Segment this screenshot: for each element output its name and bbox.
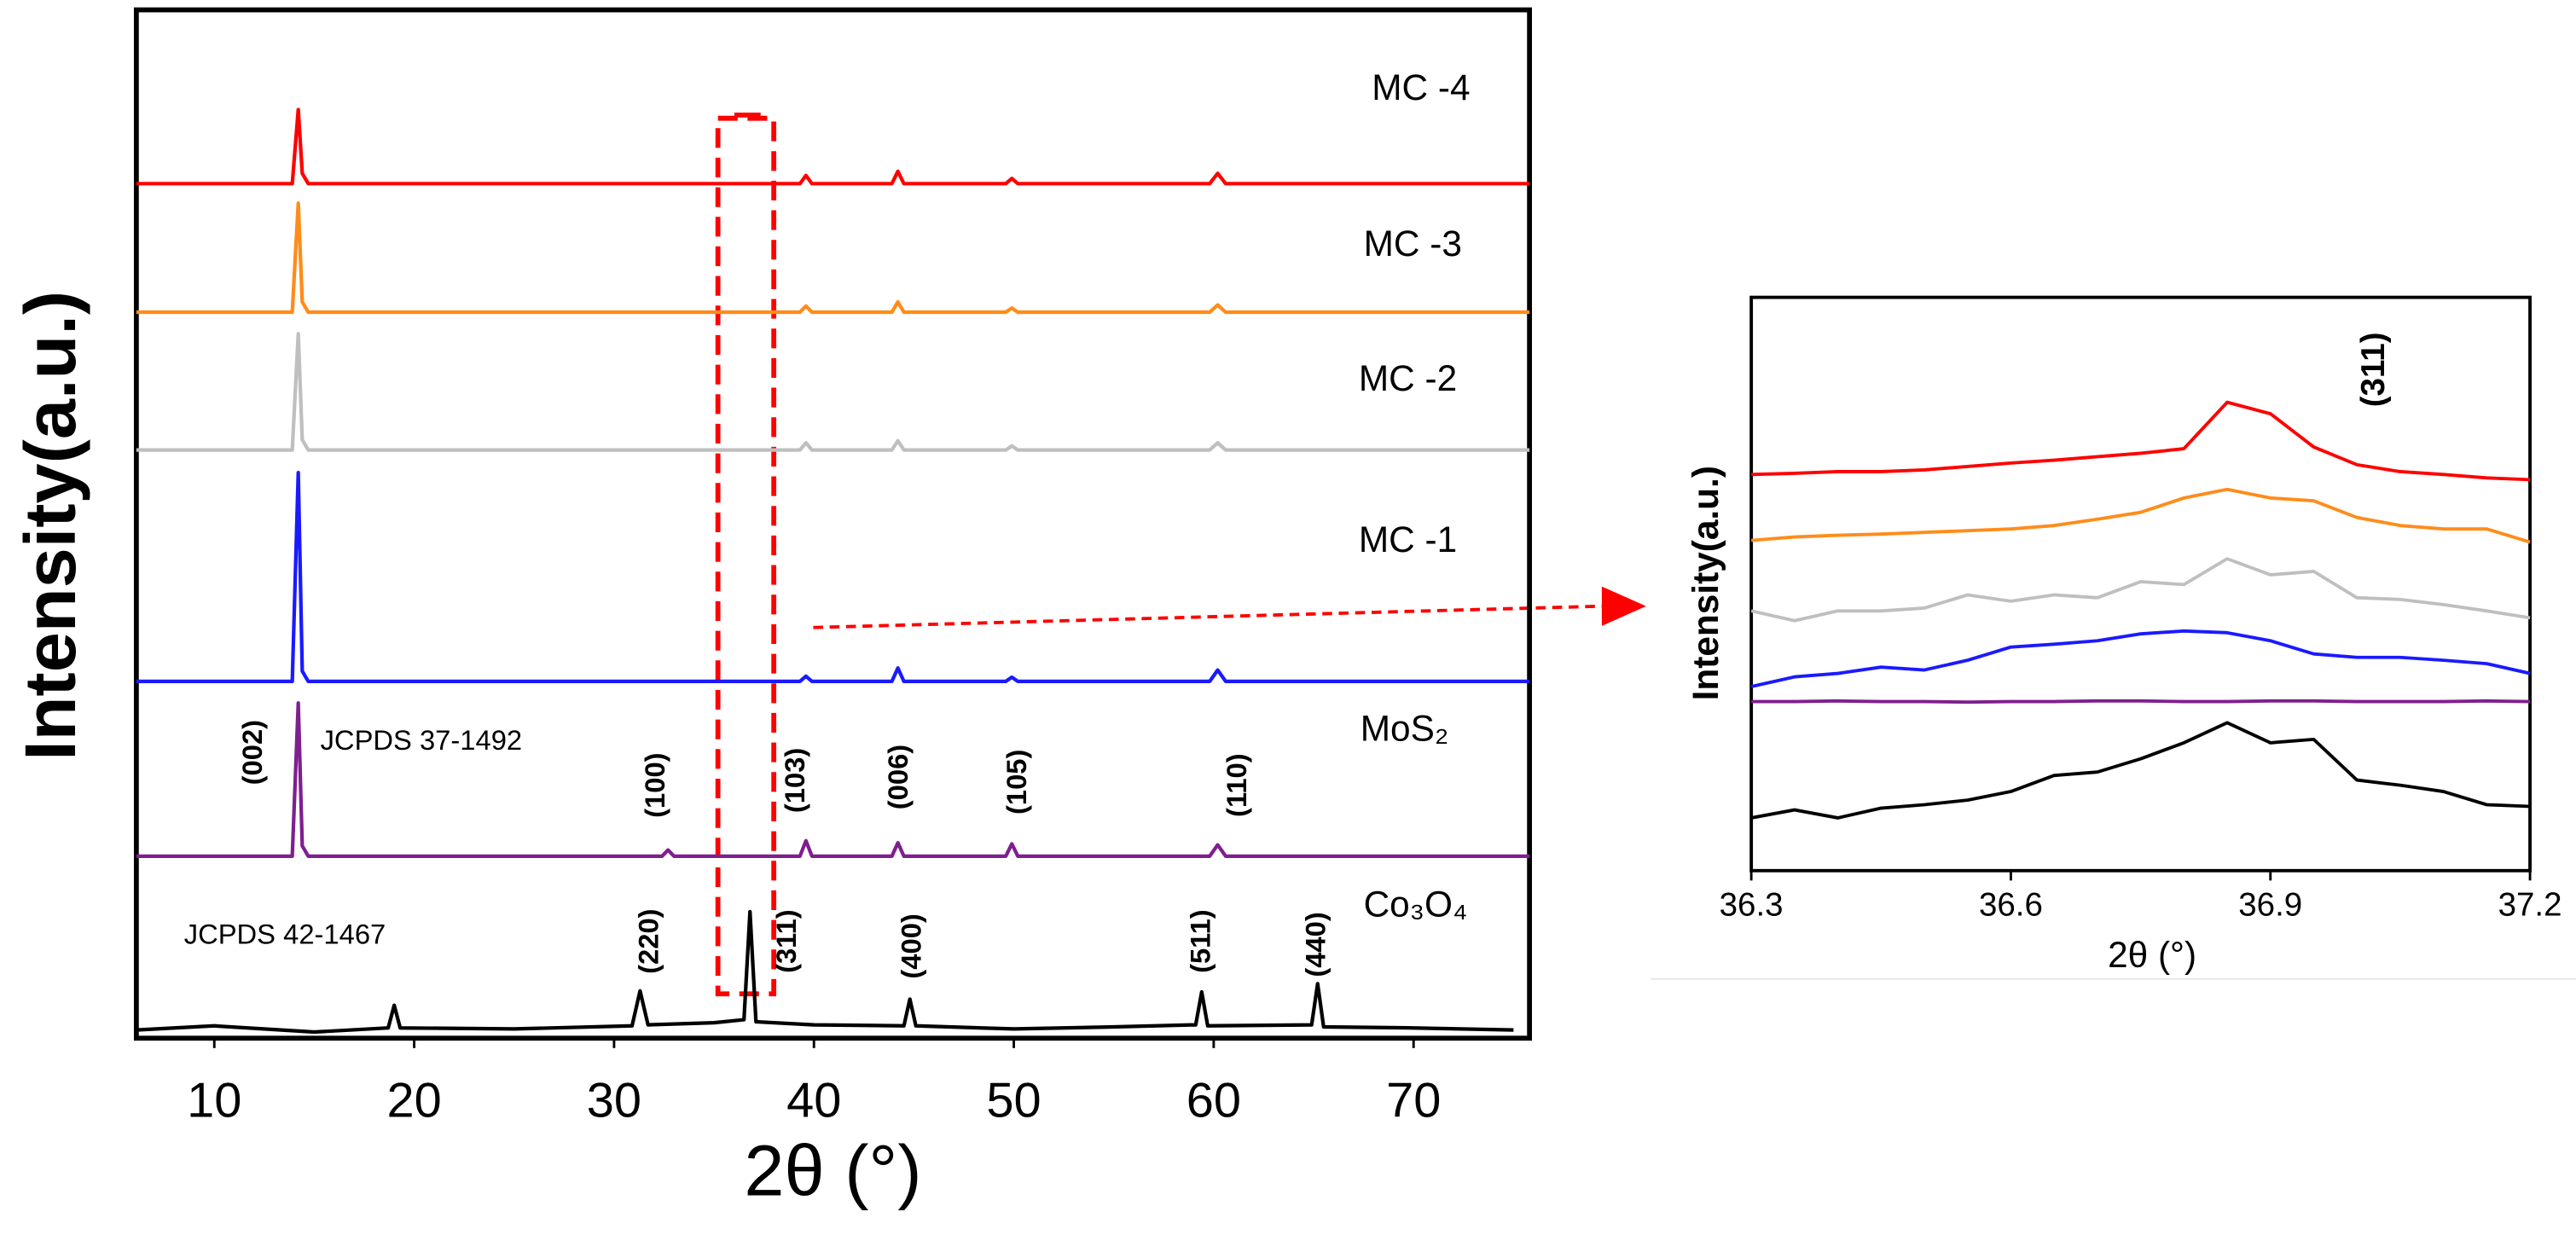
peak-label: (311) xyxy=(2355,332,2392,407)
series-line xyxy=(1751,699,2531,704)
peak-label: (100) xyxy=(639,752,670,817)
x-axis-label: 2θ (°) xyxy=(2108,935,2196,975)
peak-label: (103) xyxy=(779,748,810,813)
x-tick-label: 36.9 xyxy=(2238,886,2302,923)
reference-label: JCPDS 42-1467 xyxy=(184,918,386,949)
x-axis-label: 2θ (°) xyxy=(744,1129,921,1210)
y-axis-label: Intensity(a.u.) xyxy=(1685,466,1726,700)
series-line xyxy=(1750,487,2531,544)
x-tick-label: 70 xyxy=(1386,1074,1441,1128)
x-tick-label: 40 xyxy=(786,1074,841,1128)
plot-frame xyxy=(1749,295,2532,873)
x-tick-label: 36.3 xyxy=(1720,886,1784,923)
series-line xyxy=(1750,557,2531,623)
zoom-region xyxy=(715,115,777,997)
series-line xyxy=(136,332,1530,452)
peak-label: (311) xyxy=(770,909,802,973)
series-label: MC -1 xyxy=(1359,519,1457,560)
x-tick-label: 50 xyxy=(986,1074,1041,1128)
x-tick-label: 60 xyxy=(1186,1074,1241,1128)
peak-label: (400) xyxy=(896,913,927,978)
x-tick-label: 30 xyxy=(587,1074,641,1128)
peak-label: (105) xyxy=(1001,750,1032,815)
plot-frame xyxy=(133,7,1533,1041)
x-tick-label: 36.6 xyxy=(1979,886,2043,923)
y-axis-label: Intensity(a.u.) xyxy=(9,291,90,761)
series-line xyxy=(136,909,1514,1035)
series-line xyxy=(1750,629,2531,688)
series-label: Co₃O₄ xyxy=(1364,884,1468,924)
peak-label: (220) xyxy=(632,908,664,973)
reference-label: JCPDS 37-1492 xyxy=(321,724,523,756)
series-line xyxy=(136,471,1530,684)
series-label: MC -4 xyxy=(1372,67,1470,107)
x-tick-label: 20 xyxy=(386,1074,441,1128)
series-line xyxy=(136,701,1530,858)
peak-label: (440) xyxy=(1299,912,1331,977)
zoom-arrow xyxy=(813,604,1602,629)
series-label: MC -3 xyxy=(1364,223,1462,264)
arrow-head xyxy=(1601,586,1646,626)
x-tick-label: 10 xyxy=(187,1074,241,1128)
x-tick-label: 37.2 xyxy=(2498,886,2562,923)
series-line xyxy=(1751,400,2531,482)
series-line xyxy=(136,201,1530,315)
peak-label: (006) xyxy=(882,745,914,809)
series-line xyxy=(1750,721,2531,820)
series-label: MoS₂ xyxy=(1361,708,1449,748)
peak-label: (002) xyxy=(236,720,268,785)
peak-label: (511) xyxy=(1185,909,1216,973)
series-line xyxy=(136,107,1530,186)
series-label: MC -2 xyxy=(1359,358,1457,398)
peak-label: (110) xyxy=(1221,753,1252,817)
